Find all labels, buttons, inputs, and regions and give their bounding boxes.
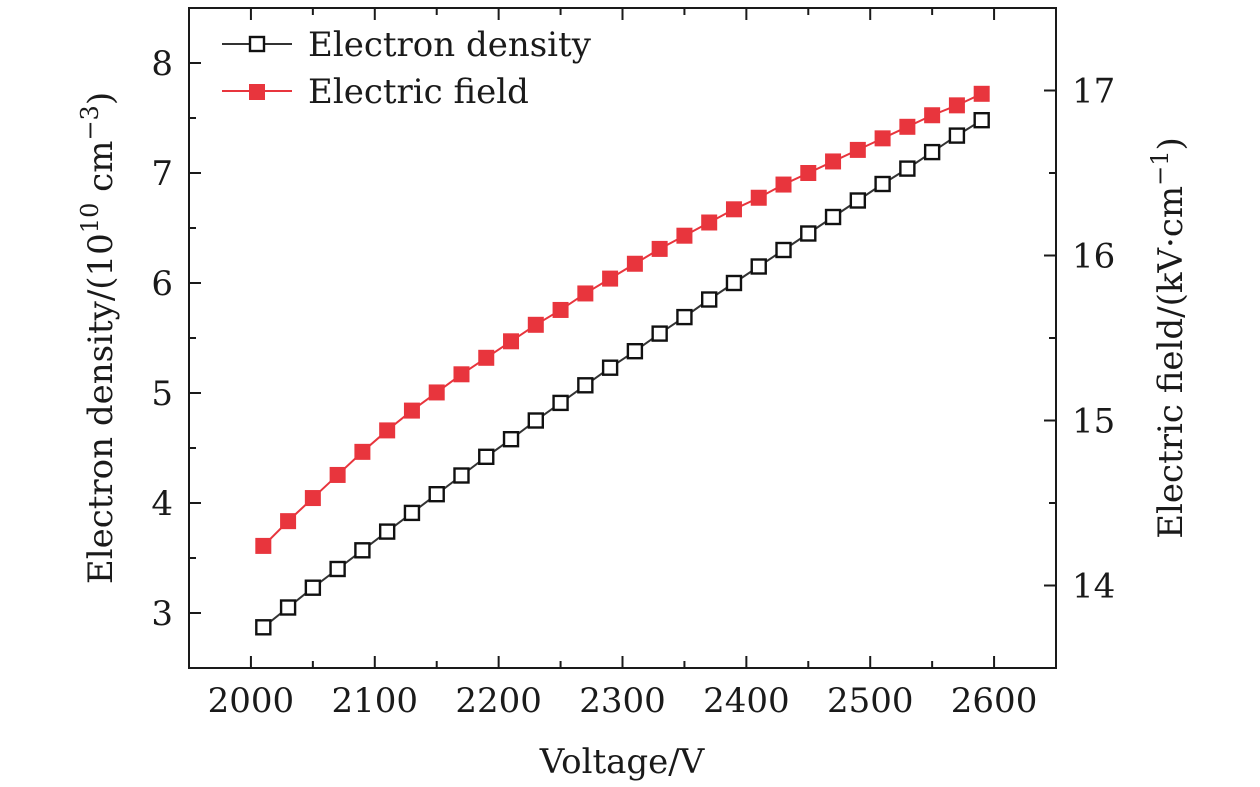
data-point-electric-field [849,141,866,158]
legend-marker-electric-field [249,84,265,100]
x-tick-label: 2500 [827,681,914,721]
data-point-electric-field [775,176,792,193]
y-left-tick-label: 4 [151,484,173,524]
data-point-electric-field [725,201,742,218]
data-point-electron-density [651,325,668,342]
data-point-electron-density [329,560,346,578]
data-point-electric-field [577,285,594,302]
data-point-electron-density [527,412,544,429]
data-point-electric-field [800,165,817,181]
data-point-electric-field [924,107,941,124]
legend-label-electric-field: Electric field [308,72,529,112]
data-point-electric-field [825,153,842,170]
data-point-electron-density [973,111,990,129]
data-point-electron-density [378,523,396,540]
data-point-electron-density [849,192,867,209]
data-point-electric-field [899,118,916,135]
data-point-electric-field [626,255,643,272]
data-point-electron-density [923,143,941,161]
data-point-electron-density [725,274,743,292]
x-tick-label: 2600 [951,681,1038,721]
x-axis: 2000 2100 2200 2300 2400 2500 2600 [208,8,1038,721]
data-point-electric-field [453,366,470,383]
data-point-electron-density [453,467,470,484]
x-tick-label: 2300 [579,681,666,721]
y-left-tick-label: 8 [151,44,173,84]
data-point-electric-field [527,316,544,333]
data-point-electron-density [552,394,569,412]
data-point-electron-density [304,579,322,596]
data-point-electric-field [651,240,668,257]
data-point-electric-field [676,227,693,244]
data-point-electron-density [626,343,644,360]
y-right-tick-label: 16 [1072,237,1115,277]
y-left-tick-label: 5 [151,374,173,414]
data-point-electron-density [750,258,767,275]
data-point-electric-field [874,130,891,147]
data-point-electron-density [899,160,916,177]
data-point-electron-density [403,504,421,522]
series-line-electric-field [262,92,983,547]
data-point-electron-density [874,175,891,193]
legend-label-electron-density: Electron density [308,25,592,65]
data-point-electron-density [800,225,817,242]
data-point-electron-density [676,308,693,326]
data-point-electric-field [304,490,321,507]
y-axis-right: 14 15 16 17 [1044,72,1115,607]
data-point-electron-density [279,599,297,616]
data-point-electron-density [775,241,792,259]
data-point-electric-field [403,402,420,419]
series-line-electron-density [262,119,983,629]
y-right-tick-label: 17 [1072,72,1115,112]
data-point-electron-density [601,359,619,376]
data-point-electric-field [354,443,371,460]
data-point-electron-density [948,127,966,144]
data-point-electric-field [329,466,346,483]
y-axis-left-title: Electron density/(1010 cm−3) [76,92,121,584]
data-point-electric-field [750,189,767,206]
data-point-electron-density [428,486,445,503]
data-point-electric-field [280,513,297,530]
data-point-electric-field [255,537,272,554]
x-tick-label: 2400 [703,681,790,721]
y-axis-right-title: Electric field/(kV·cm−1) [1146,137,1191,539]
data-point-electric-field [503,333,520,350]
x-tick-label: 2200 [455,681,542,721]
legend: Electron density Electric field [222,25,592,112]
data-point-electron-density [577,377,594,394]
y-left-tick-label: 6 [151,264,173,304]
x-tick-label: 2000 [208,681,295,721]
data-point-electric-field [379,422,396,439]
y-left-tick-label: 3 [151,594,173,634]
data-point-electron-density [502,431,520,448]
y-right-tick-label: 15 [1072,402,1115,442]
data-point-electron-density [701,291,718,308]
data-point-electric-field [701,214,718,231]
x-tick-label: 2100 [332,681,419,721]
y-axis-left: 3 4 5 6 7 8 [151,44,201,634]
legend-marker-electron-density [248,35,266,53]
x-axis-title: Voltage/V [539,742,706,782]
data-point-electron-density [824,208,842,226]
data-point-electric-field [428,384,445,401]
data-point-electron-density [478,448,495,465]
data-point-electric-field [602,270,619,287]
data-point-electron-density [354,542,371,559]
y-right-tick-label: 14 [1072,567,1115,607]
data-point-electron-density [255,619,272,636]
data-point-electric-field [948,97,965,114]
data-point-electric-field [478,349,495,366]
data-point-electric-field [973,85,990,102]
y-left-tick-label: 7 [151,154,173,194]
data-point-electric-field [552,301,569,318]
series-layer [255,85,990,636]
